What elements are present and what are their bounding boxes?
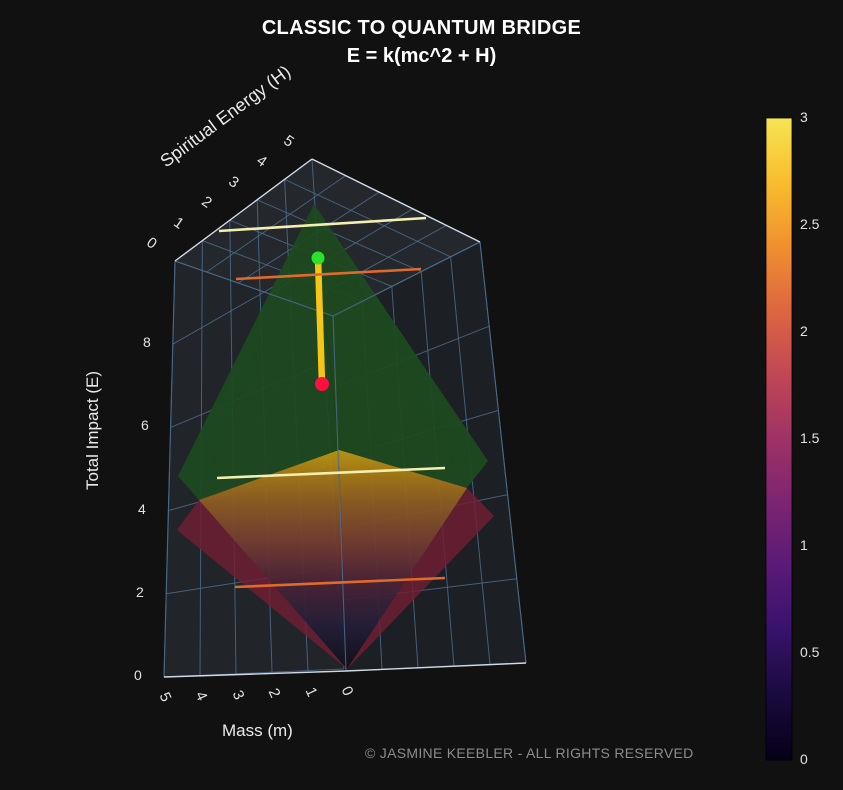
- svg-text:2: 2: [265, 686, 284, 701]
- svg-text:Spiritual Energy (H): Spiritual Energy (H): [156, 61, 294, 171]
- svg-text:0: 0: [338, 684, 357, 699]
- svg-text:3: 3: [225, 173, 242, 192]
- svg-text:4: 4: [192, 689, 211, 704]
- svg-text:4: 4: [253, 152, 270, 171]
- svg-text:Mass (m): Mass (m): [222, 721, 293, 740]
- svg-text:1: 1: [170, 214, 187, 233]
- svg-text:5: 5: [156, 690, 175, 705]
- svg-text:3: 3: [229, 688, 248, 703]
- svg-text:2: 2: [198, 193, 215, 212]
- svg-text:5: 5: [280, 132, 297, 151]
- svg-text:Total Impact (E): Total Impact (E): [83, 371, 102, 490]
- svg-text:0: 0: [143, 234, 160, 253]
- svg-text:1: 1: [302, 685, 321, 700]
